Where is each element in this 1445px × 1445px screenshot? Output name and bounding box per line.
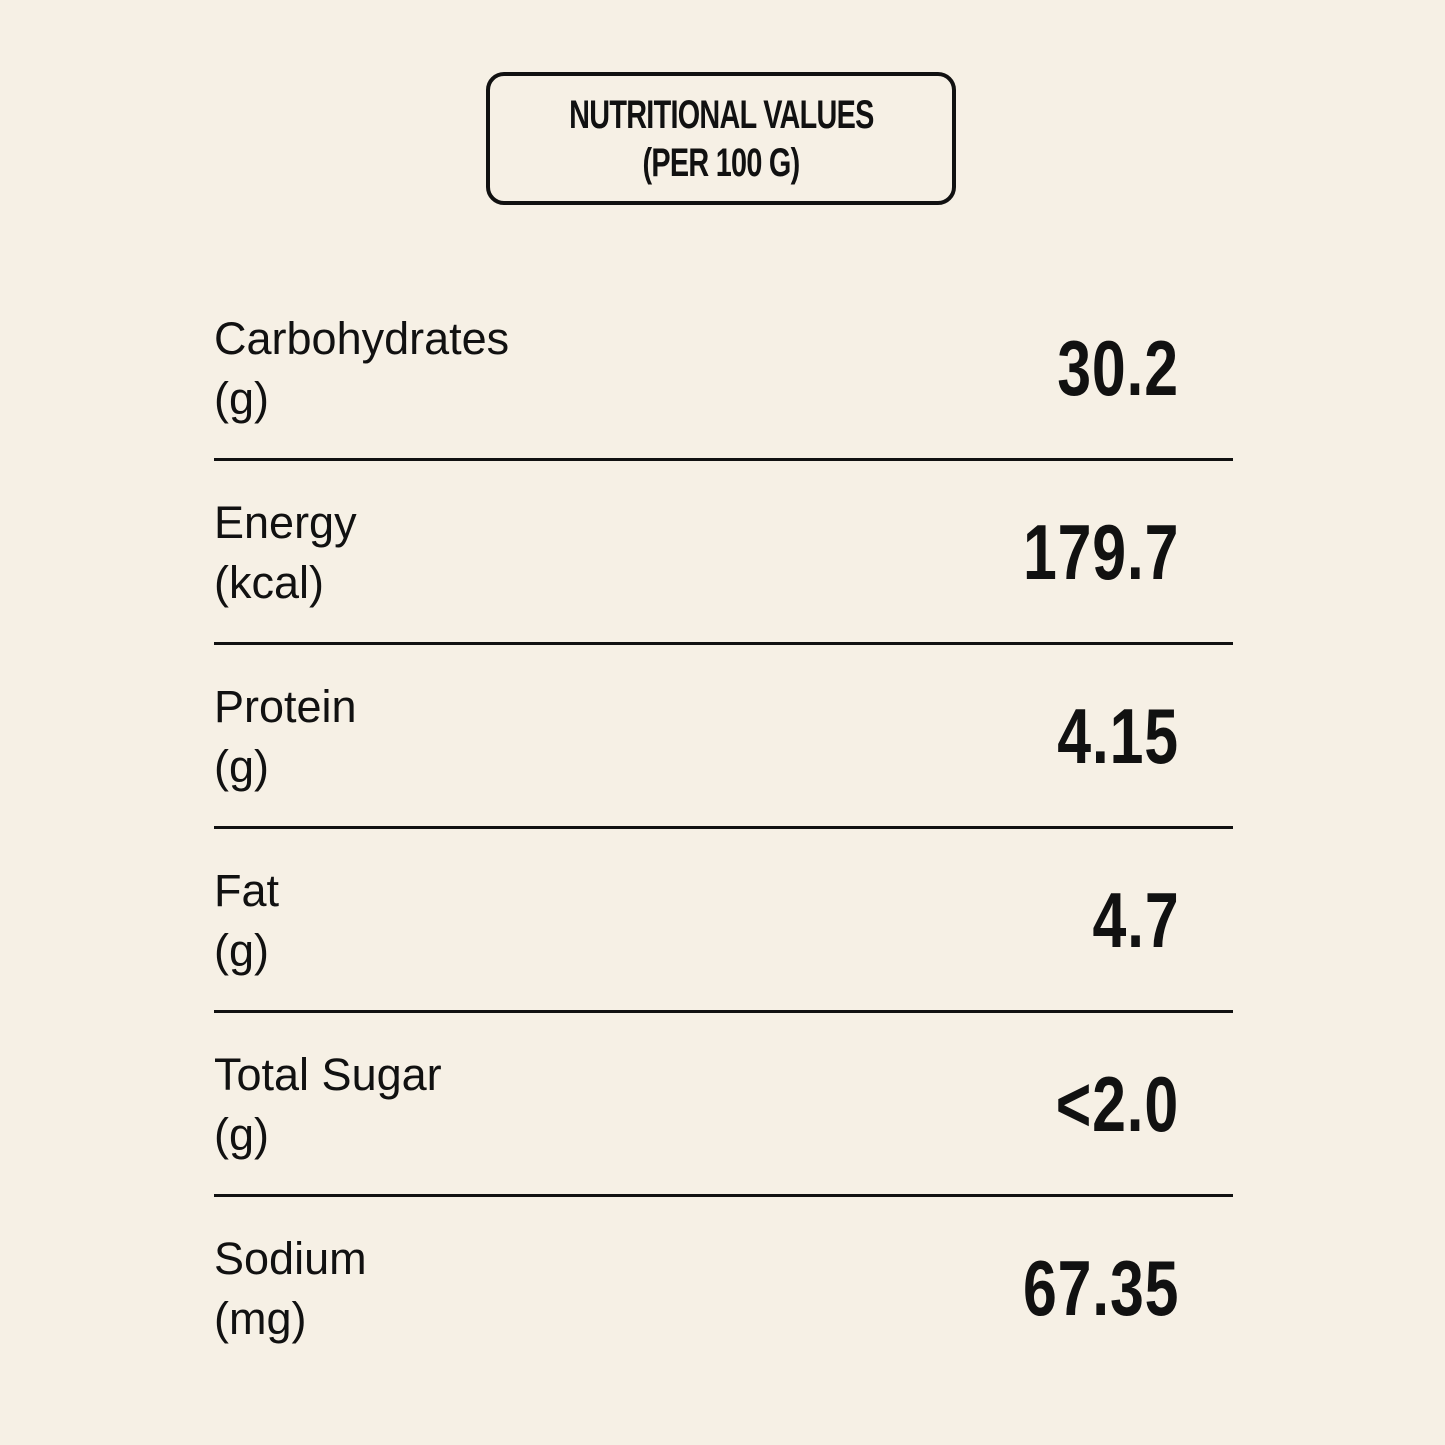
nutrient-name: Fat (214, 865, 280, 916)
nutrient-row-sodium: Sodium (mg) 67.35 (214, 1197, 1233, 1381)
nutrient-label: Fat (g) (214, 861, 279, 981)
nutrition-table: Carbohydrates (g) 30.2 Energy (kcal) 179… (214, 277, 1233, 1381)
nutrient-unit: (kcal) (214, 557, 324, 608)
nutrient-label: Protein (g) (214, 677, 357, 797)
nutrient-row-carbohydrates: Carbohydrates (g) 30.2 (214, 277, 1233, 461)
nutrient-unit: (mg) (214, 1293, 307, 1344)
nutrient-name: Sodium (214, 1233, 367, 1284)
nutrient-name: Total Sugar (214, 1049, 442, 1100)
nutrient-value: 67.35 (1022, 1244, 1179, 1332)
nutrient-row-energy: Energy (kcal) 179.7 (214, 461, 1233, 645)
nutrient-value: 179.7 (1022, 508, 1179, 596)
title-line-2: (PER 100 G) (642, 140, 801, 185)
nutrient-unit: (g) (214, 373, 269, 424)
nutrient-row-total-sugar: Total Sugar (g) <2.0 (214, 1013, 1233, 1197)
nutrient-unit: (g) (214, 925, 269, 976)
nutrient-name: Protein (214, 681, 357, 732)
nutrient-label: Energy (kcal) (214, 493, 357, 613)
nutrient-value: <2.0 (1055, 1060, 1179, 1148)
nutrient-value: 4.15 (1057, 692, 1179, 780)
nutrient-row-fat: Fat (g) 4.7 (214, 829, 1233, 1013)
nutrient-unit: (g) (214, 1109, 269, 1160)
title-line-1: NUTRITIONAL VALUES (568, 92, 874, 137)
nutrient-unit: (g) (214, 741, 269, 792)
nutrient-label: Carbohydrates (g) (214, 309, 509, 429)
nutrient-label: Total Sugar (g) (214, 1045, 442, 1165)
nutrient-name: Carbohydrates (214, 313, 510, 364)
nutrient-value: 4.7 (1092, 876, 1179, 964)
nutrient-label: Sodium (mg) (214, 1229, 367, 1349)
nutrient-row-protein: Protein (g) 4.15 (214, 645, 1233, 829)
nutrient-value: 30.2 (1057, 324, 1179, 412)
nutrient-name: Energy (214, 497, 357, 548)
title-box: NUTRITIONAL VALUES (PER 100 G) (486, 72, 956, 205)
